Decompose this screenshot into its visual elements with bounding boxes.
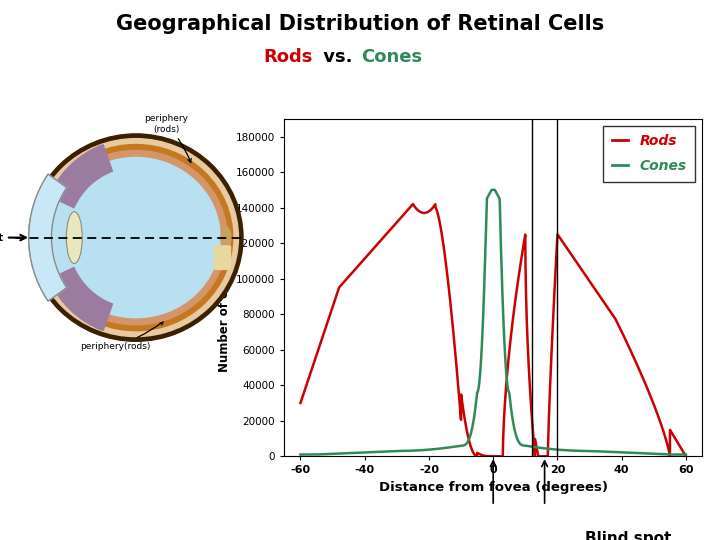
Legend: Rods, Cones: Rods, Cones <box>603 126 695 181</box>
Ellipse shape <box>29 134 243 341</box>
Text: Geographical Distribution of Retinal Cells: Geographical Distribution of Retinal Cel… <box>116 14 604 33</box>
Wedge shape <box>29 174 67 301</box>
Ellipse shape <box>39 145 233 330</box>
Ellipse shape <box>33 139 238 336</box>
Text: vs.: vs. <box>317 48 359 65</box>
Ellipse shape <box>45 151 227 325</box>
Text: light: light <box>0 233 4 242</box>
Ellipse shape <box>221 227 231 248</box>
Text: periphery
(rods): periphery (rods) <box>145 114 192 163</box>
Text: blind
spot: blind spot <box>145 258 218 284</box>
X-axis label: Distance from fovea (degrees): Distance from fovea (degrees) <box>379 481 608 494</box>
Text: Rods vs. Cones: Rods vs. Cones <box>0 539 1 540</box>
FancyBboxPatch shape <box>215 246 230 269</box>
Ellipse shape <box>51 158 220 318</box>
Wedge shape <box>49 267 112 330</box>
Text: fovea
(cones): fovea (cones) <box>150 204 222 234</box>
Text: Rods: Rods <box>264 48 313 65</box>
Text: Blind spot: Blind spot <box>585 531 671 540</box>
Wedge shape <box>49 145 112 208</box>
Text: periphery(rods): periphery(rods) <box>80 321 163 350</box>
Y-axis label: Number of cells / sq. mm.: Number of cells / sq. mm. <box>217 202 230 373</box>
Text: Cones: Cones <box>361 48 423 65</box>
Ellipse shape <box>66 212 82 264</box>
